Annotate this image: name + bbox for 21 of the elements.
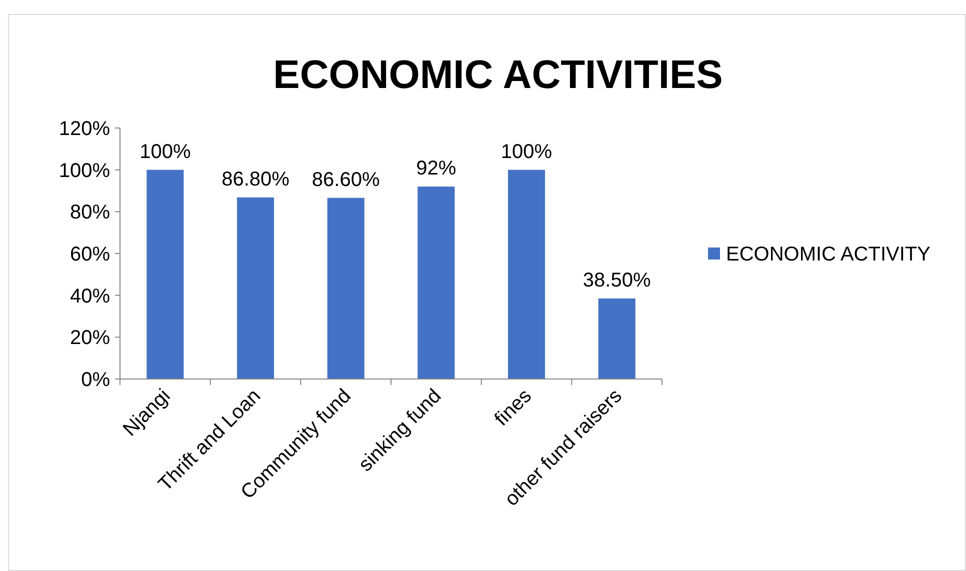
- bar: [508, 170, 546, 379]
- data-label: 92%: [416, 158, 456, 180]
- data-label: 86.80%: [222, 168, 290, 190]
- legend-label: ECONOMIC ACTIVITY: [726, 244, 930, 266]
- data-label: 86.60%: [312, 168, 380, 191]
- bar: [418, 186, 455, 379]
- y-tick-label: 120%: [58, 118, 110, 140]
- bar: [598, 298, 636, 379]
- chart-title: ECONOMIC ACTIVITIES: [273, 53, 723, 97]
- bar: [327, 198, 364, 379]
- y-tick-label: 60%: [70, 244, 110, 266]
- y-tick-label: 40%: [70, 285, 110, 308]
- bar: [146, 170, 184, 379]
- y-tick-label: 100%: [58, 160, 110, 182]
- data-label: 38.50%: [582, 269, 651, 292]
- data-label: 100%: [500, 140, 552, 163]
- data-label: 100%: [140, 140, 191, 163]
- y-tick-label: 20%: [70, 327, 110, 350]
- bar: [236, 197, 274, 379]
- y-tick-label: 80%: [70, 202, 110, 224]
- y-tick-label: 0%: [81, 369, 110, 391]
